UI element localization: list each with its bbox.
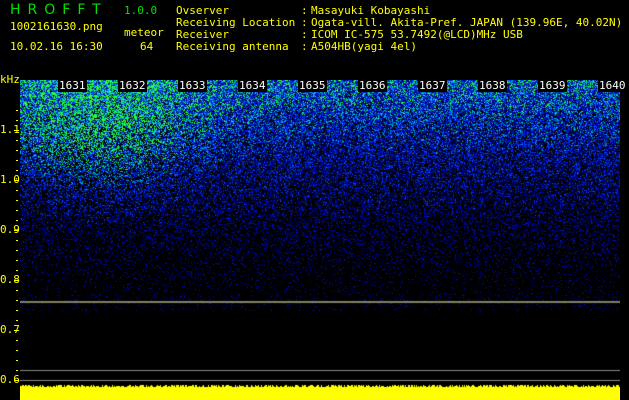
y-tick-label: 0.9 — [0, 223, 20, 236]
info-label: Receiver — [176, 28, 229, 41]
y-minor-tick — [16, 280, 18, 281]
y-minor-tick — [16, 180, 18, 181]
info-value: A504HB(yagi 4el) — [311, 40, 417, 53]
info-label: Receiving Location — [176, 16, 296, 29]
file-name: 1002161630.png — [10, 20, 103, 33]
time-label: 1637 — [418, 79, 447, 92]
info-sep: : — [301, 40, 308, 53]
y-minor-tick — [16, 310, 18, 311]
y-tick-label: 1.1 — [0, 123, 20, 136]
y-minor-tick — [16, 130, 18, 131]
y-minor-tick — [16, 190, 18, 191]
time-label: 1634 — [238, 79, 267, 92]
y-minor-tick — [16, 340, 18, 341]
y-minor-tick — [16, 320, 18, 321]
y-minor-tick — [16, 170, 18, 171]
y-minor-tick — [16, 240, 18, 241]
time-label: 1638 — [478, 79, 507, 92]
meteor-count: 64 — [140, 40, 154, 53]
spectrogram — [20, 80, 620, 400]
y-minor-tick — [16, 330, 18, 331]
time-label: 1633 — [178, 79, 207, 92]
time-label: 1635 — [298, 79, 327, 92]
y-minor-tick — [16, 110, 18, 111]
y-tick-label: 0.6 — [0, 373, 20, 386]
y-minor-tick — [16, 220, 18, 221]
time-label: 1639 — [538, 79, 567, 92]
info-sep: : — [301, 28, 308, 41]
y-minor-tick — [16, 150, 18, 151]
app-version: 1.0.0 — [124, 4, 158, 17]
time-label: 1636 — [358, 79, 387, 92]
meteor-label: meteor — [124, 26, 164, 39]
app-title: HROFFT — [10, 2, 108, 18]
y-minor-tick — [16, 270, 18, 271]
y-tick-label: 0.7 — [0, 323, 20, 336]
file-datetime: 10.02.16 16:30 — [10, 40, 103, 53]
y-minor-tick — [16, 360, 18, 361]
y-minor-tick — [16, 210, 18, 211]
info-label: Ovserver — [176, 4, 229, 17]
info-value: ICOM IC-575 53.7492(@LCD)MHz USB — [311, 28, 523, 41]
y-minor-tick — [16, 300, 18, 301]
y-minor-tick — [16, 160, 18, 161]
time-label: 1640 — [598, 79, 627, 92]
time-label: 1631 — [58, 79, 87, 92]
info-sep: : — [301, 16, 308, 29]
y-minor-tick — [16, 370, 18, 371]
y-minor-tick — [16, 250, 18, 251]
info-value: Masayuki Kobayashi — [311, 4, 431, 17]
y-minor-tick — [16, 260, 18, 261]
y-minor-tick — [16, 350, 18, 351]
y-minor-tick — [16, 140, 18, 141]
y-minor-tick — [16, 380, 18, 381]
y-tick-label: 0.8 — [0, 273, 20, 286]
info-value: Ogata-vill. Akita-Pref. JAPAN (139.96E, … — [311, 16, 623, 29]
y-minor-tick — [16, 230, 18, 231]
y-minor-tick — [16, 120, 18, 121]
y-minor-tick — [16, 290, 18, 291]
unit-label: kHz — [0, 73, 20, 86]
info-sep: : — [301, 4, 308, 17]
time-label: 1632 — [118, 79, 147, 92]
y-minor-tick — [16, 200, 18, 201]
y-tick-label: 1.0 — [0, 173, 20, 186]
info-label: Receiving antenna — [176, 40, 289, 53]
